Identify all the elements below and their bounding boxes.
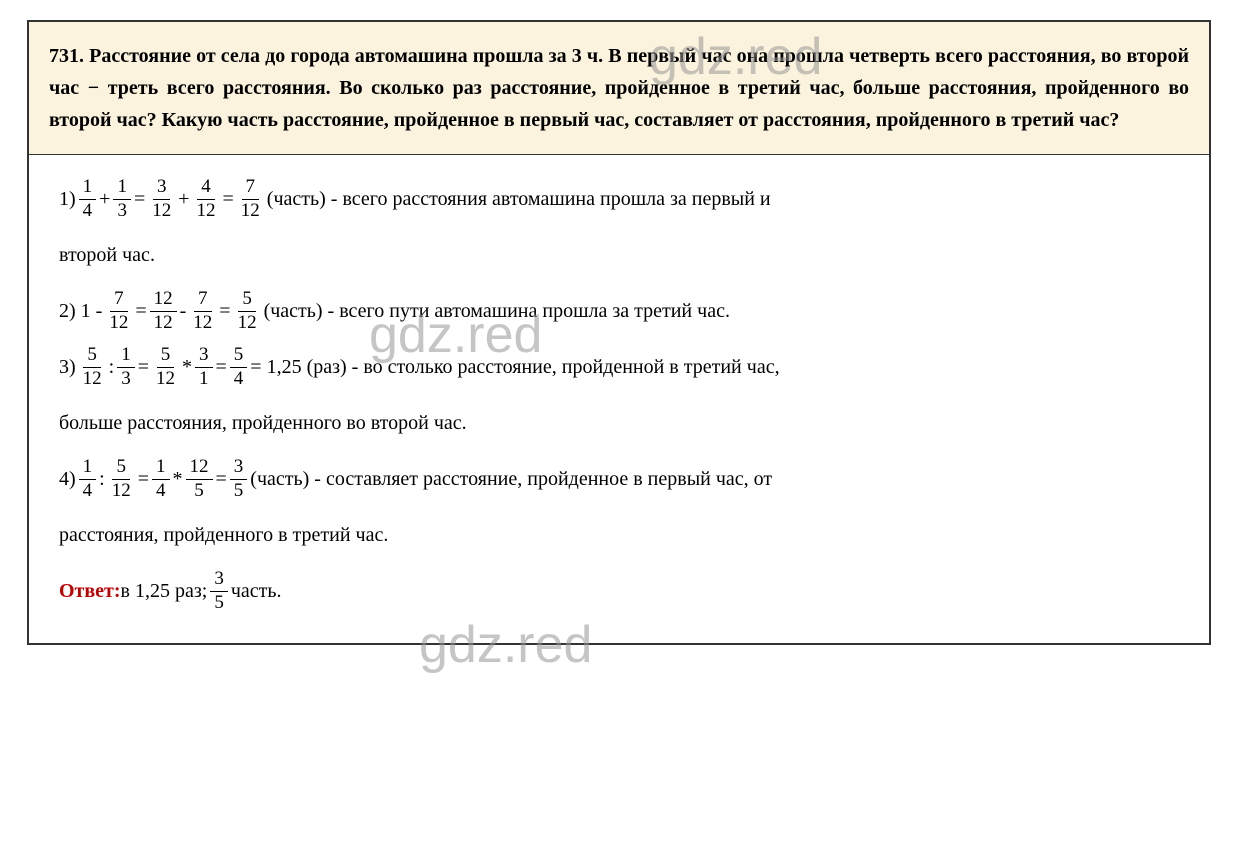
fraction: 512 [234,289,261,334]
answer-text-after: часть. [231,567,282,615]
fraction: 512 [79,345,106,390]
step-label: 2) 1 - [59,287,102,335]
fraction: 125 [186,457,213,502]
fraction: 1212 [150,289,177,334]
equals: = [134,175,145,223]
step-continuation: расстояния, пройденного в третий час. [59,511,1189,559]
solution-step-1: 1) 14 + 13 = 312 + 412 = 712 (часть) - в… [59,175,1189,223]
equals: = [138,343,149,391]
solution-step-2: 2) 1 - 712 = 1212 - 712 = 512 (часть) - … [59,287,1189,335]
answer-line: Ответ: в 1,25 раз; 35 часть. [59,567,1189,615]
equals: = [223,175,234,223]
operator: : [109,343,115,391]
step-label: 1) [59,175,76,223]
fraction: 13 [113,177,131,222]
solution-step-4: 4) 14 : 512 = 14 * 125 = 35 (часть) - со… [59,455,1189,503]
solution-step-3: 3) 512 : 13 = 512 * 31 = 54 = 1,25 (раз)… [59,343,1189,391]
equals: = [219,287,230,335]
step-continuation: второй час. [59,231,1189,279]
answer-text-before: в 1,25 раз; [121,567,208,615]
equals: = [216,343,227,391]
fraction: 14 [79,177,97,222]
operator: + [99,175,110,223]
fraction: 712 [105,289,132,334]
equals: = [216,455,227,503]
step-tail: (часть) - составляет расстояние, пройден… [250,455,772,503]
solution-body: 1) 14 + 13 = 312 + 412 = 712 (часть) - в… [29,155,1209,643]
step-tail: = 1,25 (раз) - во столько расстояние, пр… [250,343,779,391]
operator: - [180,287,187,335]
operator: + [178,175,189,223]
fraction: 54 [230,345,248,390]
problem-statement: 731. Расстояние от села до города автома… [29,22,1209,155]
answer-label: Ответ: [59,567,121,615]
fraction: 13 [117,345,135,390]
step-tail: (часть) - всего пути автомашина прошла з… [264,287,730,335]
problem-number: 731. [49,45,84,67]
step-label: 3) [59,343,76,391]
fraction: 712 [189,289,216,334]
step-tail: (часть) - всего расстояния автомашина пр… [267,175,771,223]
fraction: 31 [195,345,213,390]
fraction: 35 [210,569,228,614]
fraction: 512 [108,457,135,502]
fraction: 512 [152,345,179,390]
step-label: 4) [59,455,76,503]
step-continuation: больше расстояния, пройденного во второй… [59,399,1189,447]
equals: = [138,455,149,503]
operator: * [182,343,192,391]
fraction: 312 [148,177,175,222]
fraction: 14 [79,457,97,502]
operator: : [99,455,105,503]
fraction: 35 [230,457,248,502]
fraction: 412 [193,177,220,222]
operator: * [173,455,183,503]
problem-text: Расстояние от села до города автомашина … [49,45,1189,131]
fraction: 712 [237,177,264,222]
fraction: 14 [152,457,170,502]
document-container: gdz.red gdz.red gdz.red 731. Расстояние … [27,20,1211,645]
equals: = [135,287,146,335]
